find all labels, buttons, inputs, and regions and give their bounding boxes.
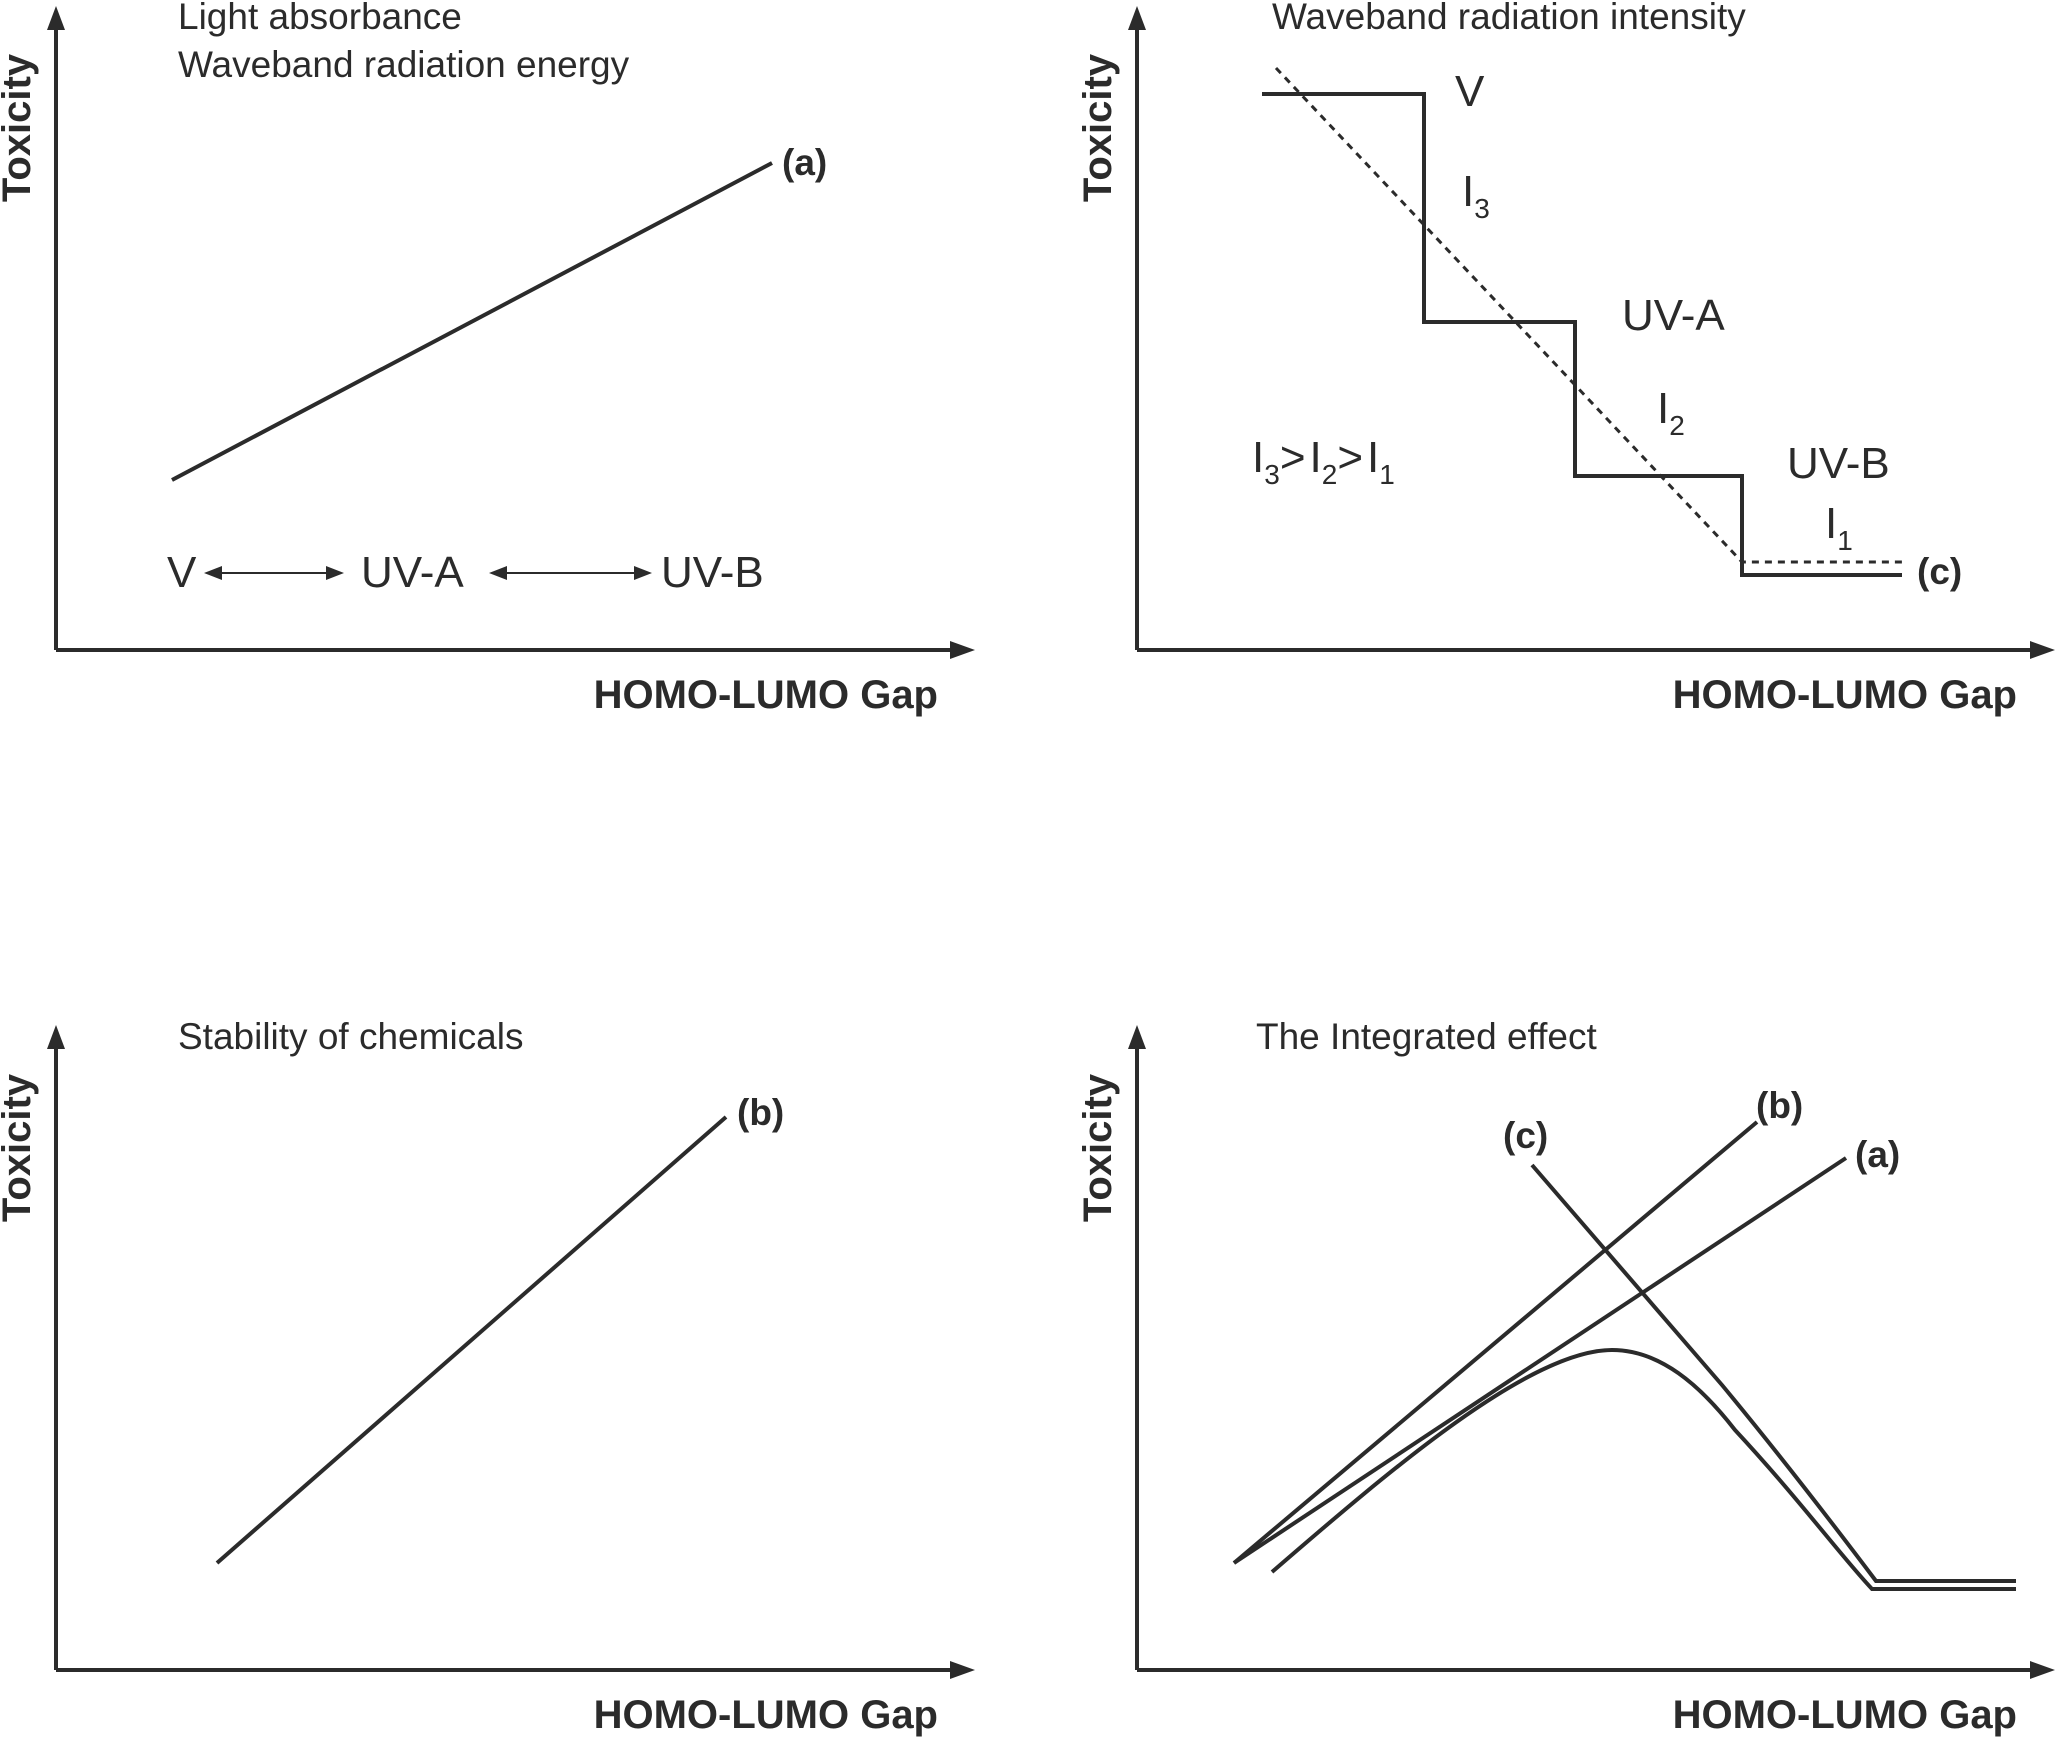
panel-c-dashed-trend [1274, 66, 1904, 564]
panel-integrated-y-axis-label: Toxicity [1076, 1073, 1120, 1222]
panel-integrated-x-axis-label: HOMO-LUMO Gap [1673, 1693, 2017, 1737]
panel-b-title: Stability of chemicals [178, 1016, 523, 1057]
panel-c-x-axis-label: HOMO-LUMO Gap [1673, 673, 2017, 717]
panel-integrated-line-b [1232, 1120, 1759, 1565]
panel-a-title-line2: Waveband radiation energy [178, 44, 630, 85]
panel-a-arrow-uva-uvb-left-head [489, 566, 507, 580]
panel-b-curve-b [215, 1115, 728, 1565]
panel-a-curve-label: (a) [782, 142, 827, 183]
panel-c-intensity-order: I3>I2>I1 [1252, 433, 1395, 490]
panel-a-band-uva: UV-A [361, 548, 464, 597]
panel-integrated-label-c: (c) [1503, 1115, 1548, 1156]
panel-a-arrow-v-uva-left-head [204, 566, 222, 580]
panel-b-x-axis-arrowhead [950, 1661, 975, 1679]
panel-c: Toxicity HOMO-LUMO Gap Waveband radiatio… [1076, 0, 2055, 717]
panel-a-band-v: V [167, 548, 197, 597]
panel-b-curve-label: (b) [737, 1092, 784, 1133]
panel-b-y-axis-label: Toxicity [0, 1073, 39, 1222]
panel-b-y-axis-arrowhead [47, 1025, 65, 1049]
panel-c-i1-label: I1 [1825, 499, 1853, 556]
panel-integrated-x-axis-arrowhead [2030, 1661, 2055, 1679]
panel-c-y-axis-arrowhead [1128, 6, 1146, 30]
panel-c-band-v: V [1455, 67, 1485, 116]
panel-a-title-line1: Light absorbance [178, 0, 462, 37]
panel-c-y-axis-label: Toxicity [1076, 53, 1120, 202]
panel-integrated-combined-curve [1270, 1347, 2016, 1591]
panel-c-i2-label: I2 [1657, 384, 1685, 441]
panel-a-y-axis-arrowhead [47, 6, 65, 30]
panel-integrated: Toxicity HOMO-LUMO Gap The Integrated ef… [1076, 1016, 2055, 1737]
panel-c-band-uva: UV-A [1622, 291, 1725, 340]
panel-a-arrow-v-uva-right-head [326, 566, 344, 580]
panel-a-y-axis-label: Toxicity [0, 53, 39, 202]
panel-integrated-label-b: (b) [1756, 1085, 1803, 1126]
panel-c-i3-label: I3 [1462, 167, 1490, 224]
panel-a-x-axis-arrowhead [950, 641, 975, 659]
panel-integrated-title: The Integrated effect [1256, 1016, 1597, 1057]
panel-c-step-curve [1262, 92, 1902, 577]
panel-a-x-axis-label: HOMO-LUMO Gap [594, 673, 938, 717]
panel-integrated-line-c [1530, 1163, 2016, 1583]
panel-c-band-uvb: UV-B [1787, 439, 1890, 488]
panel-c-x-axis-arrowhead [2030, 641, 2055, 659]
panel-a-band-uvb: UV-B [661, 548, 764, 597]
panel-integrated-y-axis-arrowhead [1128, 1025, 1146, 1049]
panel-b-x-axis-label: HOMO-LUMO Gap [594, 1693, 938, 1737]
panel-c-curve-label: (c) [1917, 551, 1962, 592]
panel-a-arrow-uva-uvb-right-head [634, 566, 652, 580]
panel-b: Toxicity HOMO-LUMO Gap Stability of chem… [0, 1016, 975, 1737]
panel-a: Toxicity HOMO-LUMO Gap Light absorbance … [0, 0, 975, 717]
panel-c-title: Waveband radiation intensity [1272, 0, 1746, 37]
panel-integrated-label-a: (a) [1855, 1134, 1900, 1175]
panel-integrated-line-a [1232, 1156, 1848, 1565]
panel-a-curve-a [171, 161, 773, 482]
